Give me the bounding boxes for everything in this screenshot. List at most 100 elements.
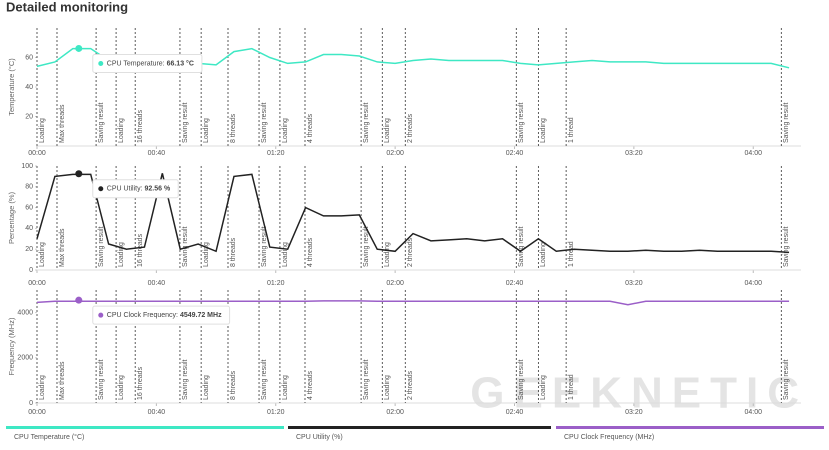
phase-label: Saving result — [518, 359, 525, 400]
phase-label: Saving result — [261, 359, 268, 400]
phase-label: Loading — [118, 242, 125, 267]
x-tick-label: 00:00 — [28, 150, 46, 157]
y-tick-label: 20 — [25, 246, 33, 253]
y-axis-label: Frequency (MHz) — [7, 317, 16, 375]
phase-label: Saving result — [363, 102, 370, 143]
phase-label: 1 thread — [568, 241, 575, 267]
y-tick-label: 2000 — [17, 355, 33, 362]
x-tick-label: 01:20 — [267, 150, 285, 157]
phase-label: 16 threads — [137, 109, 144, 143]
x-tick-label: 00:40 — [148, 409, 166, 416]
x-tick-label: 04:00 — [744, 280, 762, 287]
phase-label: Loading — [39, 242, 46, 267]
phase-label: Loading — [118, 118, 125, 143]
tooltip: CPU Utility: 92.56 % — [92, 179, 179, 199]
tooltip-value: 66.13 °C — [167, 59, 194, 67]
y-tick-label: 60 — [25, 204, 33, 211]
phase-label: Max threads — [59, 361, 66, 400]
highlight-point — [75, 44, 83, 52]
x-tick-label: 02:00 — [386, 280, 404, 287]
x-tick-label: 03:20 — [625, 409, 643, 416]
phase-label: Loading — [39, 118, 46, 143]
phase-label: Saving result — [261, 102, 268, 143]
phase-label: Loading — [384, 375, 391, 400]
phase-label: 2 threads — [407, 370, 414, 400]
x-tick-label: 02:00 — [386, 150, 404, 157]
phase-label: 4 threads — [307, 237, 314, 267]
x-tick-label: 00:40 — [148, 150, 166, 157]
phase-label: Saving result — [182, 102, 189, 143]
legend-swatch — [556, 426, 824, 429]
y-tick-label: 0 — [29, 267, 33, 274]
phase-label: Saving result — [783, 359, 790, 400]
phase-label: Saving result — [783, 226, 790, 267]
y-tick-label: 80 — [25, 184, 33, 191]
phase-label: 8 threads — [230, 113, 237, 143]
x-tick-label: 04:00 — [744, 150, 762, 157]
phase-label: Loading — [203, 118, 210, 143]
tooltip-box — [92, 179, 179, 199]
legend-label: CPU Utility (%) — [296, 434, 343, 441]
x-tick-label: 03:20 — [625, 280, 643, 287]
tooltip: CPU Clock Frequency: 4549.72 MHz — [92, 305, 231, 325]
phase-label: 2 threads — [407, 237, 414, 267]
x-tick-label: 01:20 — [267, 409, 285, 416]
phase-label: Loading — [384, 242, 391, 267]
phase-label: Saving result — [98, 102, 105, 143]
phase-label: Loading — [282, 242, 289, 267]
highlight-point — [75, 296, 83, 304]
phase-label: Saving result — [98, 359, 105, 400]
phase-label: Saving result — [363, 226, 370, 267]
phase-label: Loading — [118, 375, 125, 400]
phase-label: 1 thread — [568, 117, 575, 143]
highlight-point — [75, 170, 83, 178]
tooltip-value: 4549.72 MHz — [180, 312, 222, 319]
x-tick-label: 00:00 — [28, 409, 46, 416]
series-line — [36, 300, 790, 306]
phase-label: Loading — [540, 375, 547, 400]
phase-label: Loading — [39, 375, 46, 400]
phase-label: Saving result — [363, 359, 370, 400]
phase-label: Saving result — [261, 226, 268, 267]
tooltip-label: CPU Temperature: — [107, 60, 165, 67]
phase-label: Saving result — [182, 359, 189, 400]
phase-label: 16 threads — [137, 366, 144, 400]
y-tick-label: 40 — [25, 225, 33, 232]
tooltip-value: 92.56 % — [145, 186, 171, 193]
x-tick-label: 02:00 — [386, 409, 404, 416]
tooltip: CPU Temperature: 66.13 °C — [92, 53, 203, 73]
phase-label: Loading — [282, 118, 289, 143]
tooltip-text: CPU Utility: 92.56 % — [107, 186, 171, 193]
phase-label: Loading — [540, 242, 547, 267]
phase-label: Max threads — [59, 228, 66, 267]
phase-label: Saving result — [518, 102, 525, 143]
series-line — [36, 173, 790, 254]
phase-label: Loading — [282, 375, 289, 400]
page-title: Detailed monitoring — [6, 0, 128, 14]
y-tick-label: 60 — [25, 54, 33, 61]
x-tick-label: 01:20 — [267, 280, 285, 287]
watermark: GEEKNETIC — [470, 369, 808, 418]
y-tick-label: 40 — [25, 84, 33, 91]
phase-label: Saving result — [783, 102, 790, 143]
phase-label: 2 threads — [407, 113, 414, 143]
phase-label: Max threads — [59, 104, 66, 143]
x-tick-label: 02:40 — [506, 150, 524, 157]
x-tick-label: 02:40 — [506, 280, 524, 287]
tooltip-dot — [98, 60, 104, 66]
legend-label: CPU Temperature (°C) — [14, 433, 84, 441]
legend-swatch — [288, 426, 551, 429]
tooltip-dot — [98, 186, 104, 192]
phase-label: Saving result — [518, 226, 525, 267]
y-axis-label: Percentage (%) — [7, 191, 16, 244]
tooltip-dot — [98, 312, 104, 318]
y-tick-label: 0 — [29, 400, 33, 407]
x-tick-label: 00:40 — [148, 280, 166, 287]
phase-label: Loading — [384, 118, 391, 143]
phase-label: Loading — [203, 375, 210, 400]
y-axis-label: Temperature (°C) — [7, 58, 16, 116]
tooltip-text: CPU Temperature: 66.13 °C — [107, 59, 194, 67]
phase-label: 4 threads — [307, 370, 314, 400]
phase-label: 16 threads — [137, 233, 144, 267]
